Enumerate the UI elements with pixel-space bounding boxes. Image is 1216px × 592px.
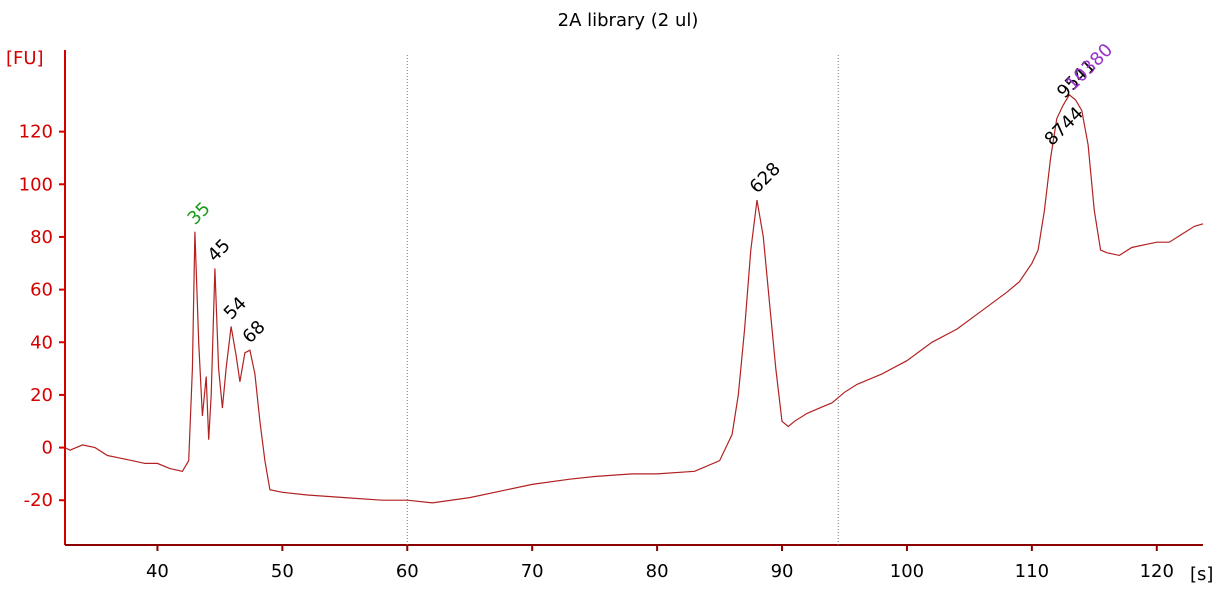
y-tick-label: 100 [19, 174, 53, 195]
y-tick-label: 0 [42, 438, 53, 459]
x-axis-label: [s] [1190, 564, 1213, 585]
x-tick-label: 110 [1015, 561, 1049, 582]
y-tick-label: 60 [30, 280, 53, 301]
x-tick-label: 80 [646, 561, 669, 582]
peak-label: 54 [220, 293, 251, 324]
x-tick-label: 40 [146, 561, 169, 582]
x-tick-label: 70 [521, 561, 544, 582]
peak-label: 628 [746, 158, 785, 197]
x-tick-label: 50 [271, 561, 294, 582]
x-tick-label: 90 [771, 561, 794, 582]
y-tick-label: 80 [30, 227, 53, 248]
x-tick-label: 60 [396, 561, 419, 582]
peak-label: 8744 [1041, 103, 1088, 150]
trace [64, 93, 1204, 504]
x-tick-label: 120 [1140, 561, 1174, 582]
peak-label: 45 [204, 235, 235, 266]
y-tick-label: 40 [30, 332, 53, 353]
x-tick-label: 100 [890, 561, 924, 582]
y-tick-label: 20 [30, 385, 53, 406]
y-tick-label: -20 [24, 490, 53, 511]
chart-title: 2A library (2 ul) [558, 10, 699, 31]
peak-label: 10380 [1062, 40, 1117, 95]
y-axis-label: [FU] [6, 48, 44, 69]
y-tick-label: 120 [19, 122, 53, 143]
peak-label: 68 [239, 317, 270, 348]
peak-label: 35 [184, 198, 215, 229]
